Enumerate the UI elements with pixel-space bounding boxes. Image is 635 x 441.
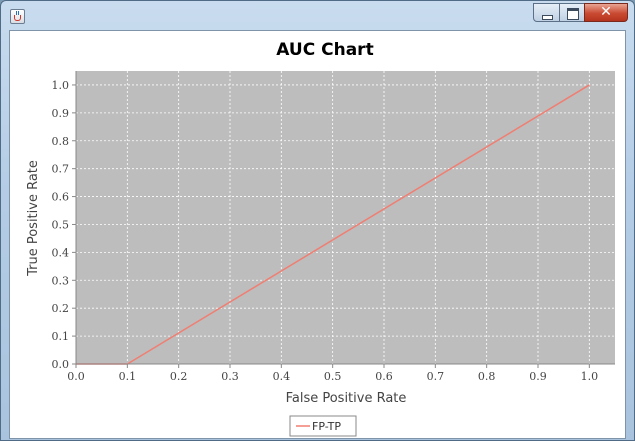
y-tick-label: 0.7 <box>52 163 70 176</box>
minimize-icon <box>542 15 553 20</box>
auc-chart: AUC Chart 0.0 0.1 0.2 0.3 0.4 0.5 0.6 0.7 0.8 0.9… <box>26 40 615 437</box>
y-tick-label: 0.0 <box>52 358 70 371</box>
legend-label: FP-TP <box>312 420 341 433</box>
y-tick-label: 0.6 <box>52 191 70 204</box>
x-tick-label: 0.6 <box>375 370 393 383</box>
x-tick-label: 0.5 <box>324 370 342 383</box>
x-tick-label: 1.0 <box>581 370 599 383</box>
maximize-button[interactable] <box>559 3 585 22</box>
x-tick-label: 0.9 <box>529 370 547 383</box>
y-tick-label: 1.0 <box>52 79 70 92</box>
y-tick-label: 0.9 <box>52 107 70 120</box>
x-tick-label: 0.4 <box>273 370 291 383</box>
maximize-icon <box>567 8 579 20</box>
chart-panel: AUC Chart 0.0 0.1 0.2 0.3 0.4 0.5 0.6 0.7 0.8 0.9… <box>9 30 626 439</box>
y-tick-label: 0.5 <box>52 218 70 231</box>
y-tick-label: 0.8 <box>52 135 70 148</box>
chart-title: AUC Chart <box>276 40 373 60</box>
title-bar[interactable]: ✕ <box>1 1 634 29</box>
java-icon[interactable] <box>10 9 25 24</box>
close-icon: ✕ <box>600 4 612 20</box>
x-axis-label: False Positive Rate <box>286 391 407 406</box>
x-tick-label: 0.0 <box>67 370 85 383</box>
y-tick-label: 0.4 <box>52 246 70 259</box>
y-tick-label: 0.3 <box>52 274 70 287</box>
x-tick-label: 0.2 <box>170 370 188 383</box>
close-button[interactable]: ✕ <box>584 3 628 22</box>
legend: FP-TP <box>289 415 357 437</box>
x-tick-label: 0.8 <box>478 370 496 383</box>
x-tick-label: 0.1 <box>119 370 137 383</box>
minimize-button[interactable] <box>533 3 560 22</box>
y-tick-label: 0.2 <box>52 302 70 315</box>
y-tick-label: 0.1 <box>52 330 70 343</box>
y-axis-label: True Positive Rate <box>26 160 41 277</box>
x-tick-label: 0.7 <box>427 370 445 383</box>
legend-box <box>289 415 357 437</box>
x-tick-label: 0.3 <box>221 370 239 383</box>
plot-area <box>76 71 615 364</box>
